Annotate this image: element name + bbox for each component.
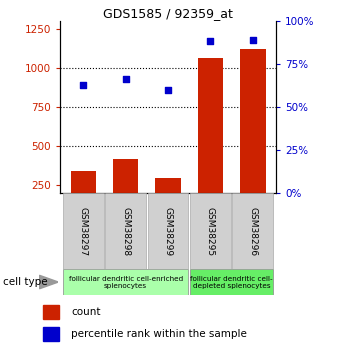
Bar [43,305,59,319]
Text: GSM38296: GSM38296 [248,207,257,256]
Bar [63,193,104,269]
Text: count: count [71,307,101,317]
Text: GSM38299: GSM38299 [164,207,173,256]
Bar [148,193,188,269]
Bar [63,269,188,295]
Bar [155,178,181,225]
Bar [240,49,265,225]
Polygon shape [39,275,58,289]
Bar [198,58,223,225]
Bar [43,327,59,342]
Bar [233,193,273,269]
Point [123,77,128,82]
Title: GDS1585 / 92359_at: GDS1585 / 92359_at [103,7,233,20]
Point [250,37,256,42]
Point [81,82,86,87]
Bar [113,159,139,225]
Bar [190,193,231,269]
Text: cell type: cell type [3,277,48,287]
Text: follicular dendritic cell-enriched
splenocytes: follicular dendritic cell-enriched splen… [69,276,183,288]
Bar [190,269,273,295]
Point [208,39,213,44]
Text: GSM38295: GSM38295 [206,207,215,256]
Text: follicular dendritic cell-
depleted splenocytes: follicular dendritic cell- depleted sple… [190,276,273,288]
Text: GSM38297: GSM38297 [79,207,88,256]
Text: GSM38298: GSM38298 [121,207,130,256]
Bar [105,193,146,269]
Text: percentile rank within the sample: percentile rank within the sample [71,329,247,339]
Bar [71,171,96,225]
Point [165,87,171,92]
